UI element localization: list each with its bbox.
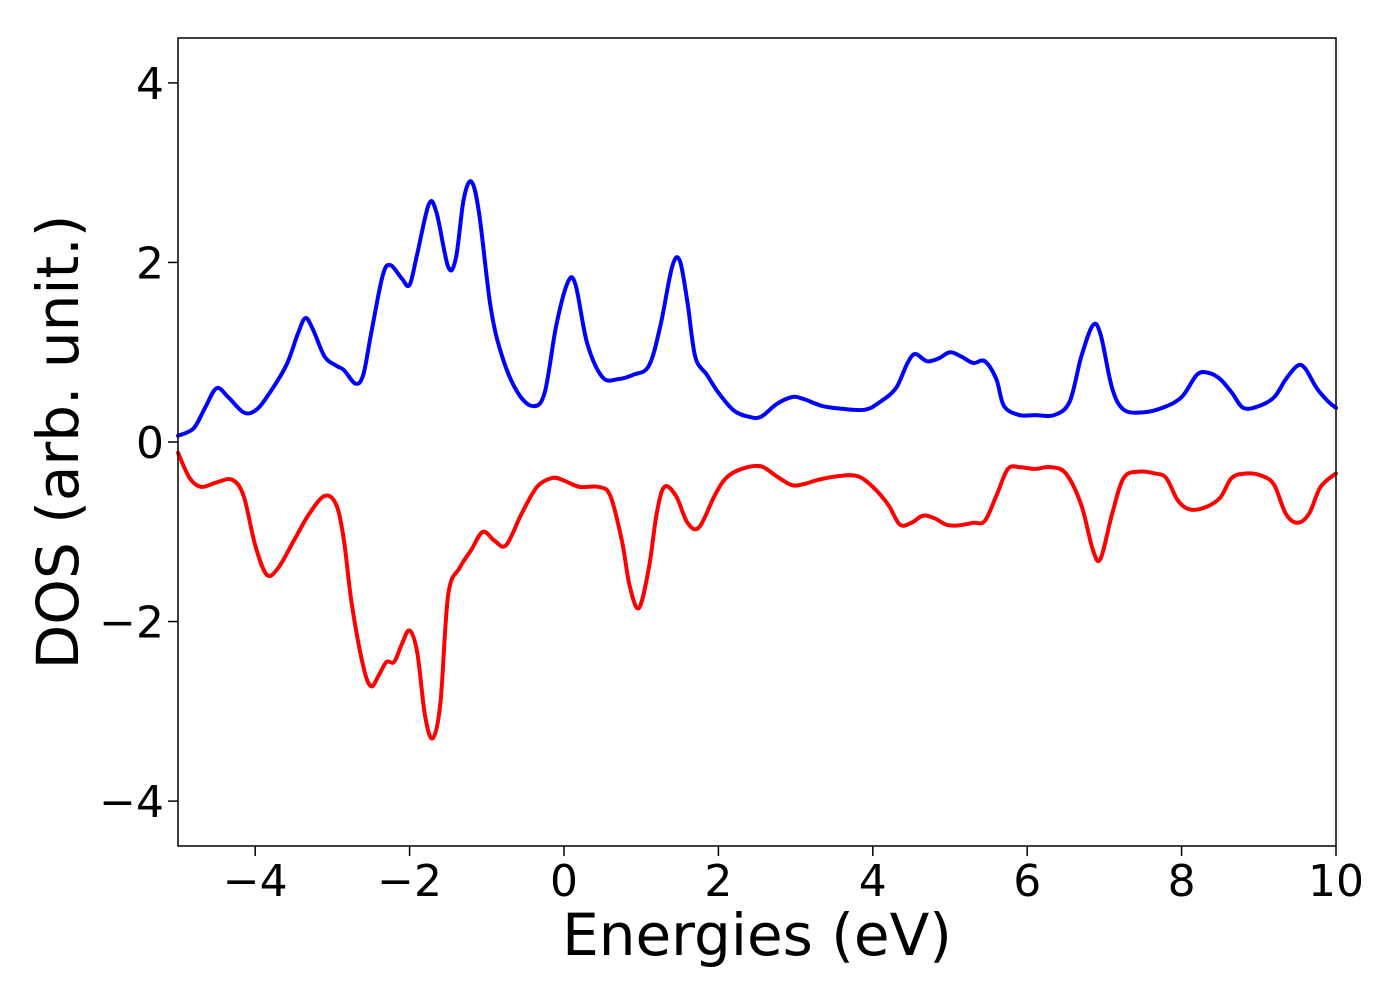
x-tick-label: 8: [1168, 856, 1196, 907]
x-tick-label: 10: [1308, 856, 1364, 907]
y-tick-label: −4: [99, 777, 164, 828]
dos-series-positive: [176, 179, 1338, 438]
y-tick-label: 4: [136, 59, 164, 110]
y-axis: −4 −2 0 2 4: [99, 59, 178, 828]
x-tick-label: 6: [1013, 856, 1041, 907]
x-tick-label: −4: [223, 856, 288, 907]
y-axis-label: DOS (arb. unit.): [24, 215, 92, 670]
x-tick-label: 4: [859, 856, 887, 907]
y-tick-label: 2: [136, 238, 164, 289]
x-axis-label: Energies (eV): [562, 901, 952, 969]
x-tick-label: 2: [704, 856, 732, 907]
x-tick-label: 0: [550, 856, 578, 907]
y-tick-label: −2: [99, 598, 164, 649]
y-tick-label: 0: [136, 418, 164, 469]
dos-series-negative: [176, 450, 1338, 741]
series-layer: [176, 179, 1338, 741]
x-axis: −4 −2 0 2 4 6 8 10: [223, 846, 1364, 907]
x-tick-label: −2: [377, 856, 442, 907]
plot-frame: [177, 37, 1337, 847]
